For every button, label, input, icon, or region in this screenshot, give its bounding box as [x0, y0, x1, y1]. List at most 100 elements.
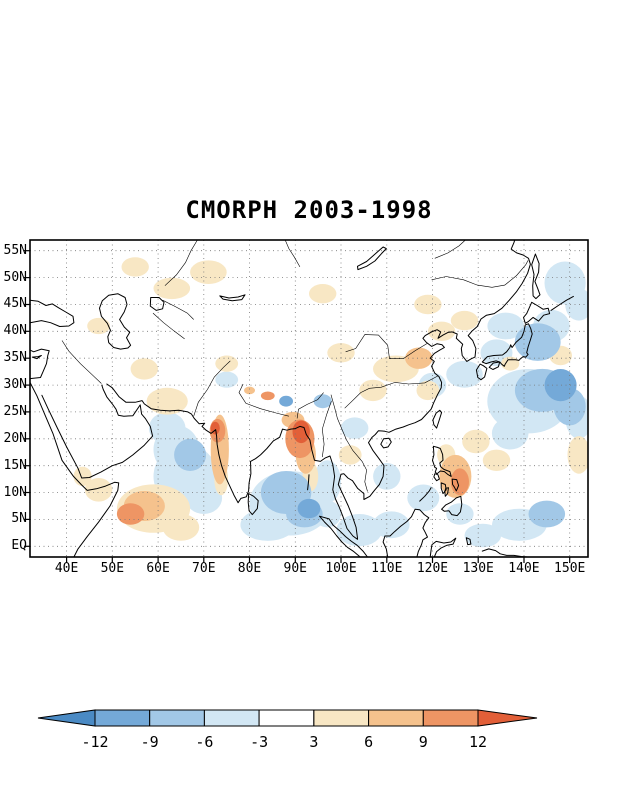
river [152, 312, 185, 340]
anomaly-region [73, 466, 92, 487]
coastline [29, 348, 50, 380]
x-tick-label: 150E [554, 561, 586, 576]
anomaly-region [427, 321, 456, 341]
anomaly-region [373, 511, 410, 539]
x-tick-label: 130E [462, 561, 494, 576]
anomaly-region [153, 277, 191, 300]
coastline [29, 299, 75, 327]
chart-title: CMORPH 2003-1998 [185, 196, 433, 224]
anomaly-region [405, 347, 433, 369]
anomaly-region [373, 463, 401, 490]
anomaly-region [464, 523, 502, 548]
colorbar-label: -3 [250, 733, 268, 751]
anomaly-region [215, 371, 239, 388]
y-tick-label: 5N [11, 511, 27, 527]
x-tick-label: 120E [416, 561, 449, 576]
colorbar-label: 9 [419, 733, 428, 751]
colorbar-segment [368, 709, 424, 727]
x-tick-label: 80E [237, 561, 262, 576]
anomaly-region [309, 284, 337, 304]
coastline [429, 537, 457, 558]
colorbar-label: -6 [195, 733, 213, 751]
coastlines [29, 239, 574, 558]
anomaly-region [567, 436, 591, 474]
anomaly-region [501, 356, 520, 371]
colorbar-segment [258, 709, 315, 727]
anomaly-region [121, 257, 149, 277]
x-tick-label: 50E [100, 561, 125, 576]
colorbar-label: -9 [141, 733, 159, 751]
y-tick-label: 45N [3, 296, 27, 312]
y-tick-label: 35N [3, 350, 27, 366]
coastline [481, 323, 533, 367]
anomaly-region [185, 481, 223, 514]
axis-ticks [24, 250, 571, 563]
colorbar-arrow-right [477, 709, 538, 727]
margin-mask [22, 232, 596, 565]
coastline [432, 445, 452, 477]
anomaly-region [240, 508, 296, 541]
coastline [247, 493, 259, 516]
y-tick-label: 20N [3, 430, 27, 446]
river [193, 360, 231, 417]
coastline [307, 474, 310, 491]
coastline [475, 363, 488, 381]
x-tick-label: 70E [192, 561, 216, 576]
x-tick-label: 40E [54, 561, 79, 576]
anomaly-region [130, 358, 158, 380]
x-tick-label: 140E [508, 561, 540, 576]
coastline [219, 294, 246, 302]
colorbar-segment [313, 709, 370, 727]
anomaly-region [148, 412, 186, 445]
colorbar: -12 -9 -6 -3 3 6 9 12 [37, 709, 538, 751]
coastline [531, 253, 541, 300]
x-tick-label: 60E [146, 561, 170, 576]
anomaly-region [244, 386, 255, 395]
coastline [550, 295, 574, 311]
anomaly-region [297, 498, 321, 519]
river [61, 340, 102, 384]
coastline [357, 246, 387, 271]
anomaly-region [416, 380, 440, 401]
colorbar-segment [203, 709, 260, 727]
coastline [149, 297, 165, 311]
y-tick-label: 50N [3, 269, 27, 285]
y-tick-label: 25N [3, 403, 27, 419]
anomaly-region [414, 294, 442, 315]
anomaly-region [260, 391, 275, 401]
colorbar-arrow-left [37, 709, 96, 727]
anomaly-region [313, 394, 332, 409]
colorbar-label: 6 [364, 733, 373, 751]
coastline [465, 537, 472, 546]
river [330, 394, 368, 492]
colorbar-label: 12 [469, 733, 487, 751]
anomaly-region [162, 514, 200, 541]
anomaly-region [482, 449, 511, 471]
anomaly-region [116, 503, 145, 525]
colorbar-segment [94, 709, 151, 727]
y-tick-label: 40N [3, 323, 27, 339]
x-tick-label: 90E [283, 561, 307, 576]
coastline [29, 381, 120, 558]
anomaly-region [313, 460, 341, 504]
river [162, 299, 194, 320]
y-tick-label: 55N [3, 242, 27, 258]
anomaly-region [84, 478, 113, 502]
y-tick-label: EQ [11, 538, 27, 554]
coastline [433, 473, 440, 482]
colorbar-label: -12 [81, 733, 108, 751]
coastline [41, 384, 154, 479]
map-frame [29, 239, 589, 558]
anomaly-region [446, 503, 474, 525]
anomaly-region [450, 468, 469, 496]
anomaly-region [359, 379, 387, 402]
anomaly-region [210, 421, 220, 435]
colorbar-segment [149, 709, 205, 727]
colorbar-segment [422, 709, 479, 727]
coastline [380, 437, 392, 449]
coastline [432, 409, 443, 429]
anomaly-region [174, 438, 207, 471]
anomaly-region [491, 417, 529, 450]
coastline [488, 361, 501, 370]
